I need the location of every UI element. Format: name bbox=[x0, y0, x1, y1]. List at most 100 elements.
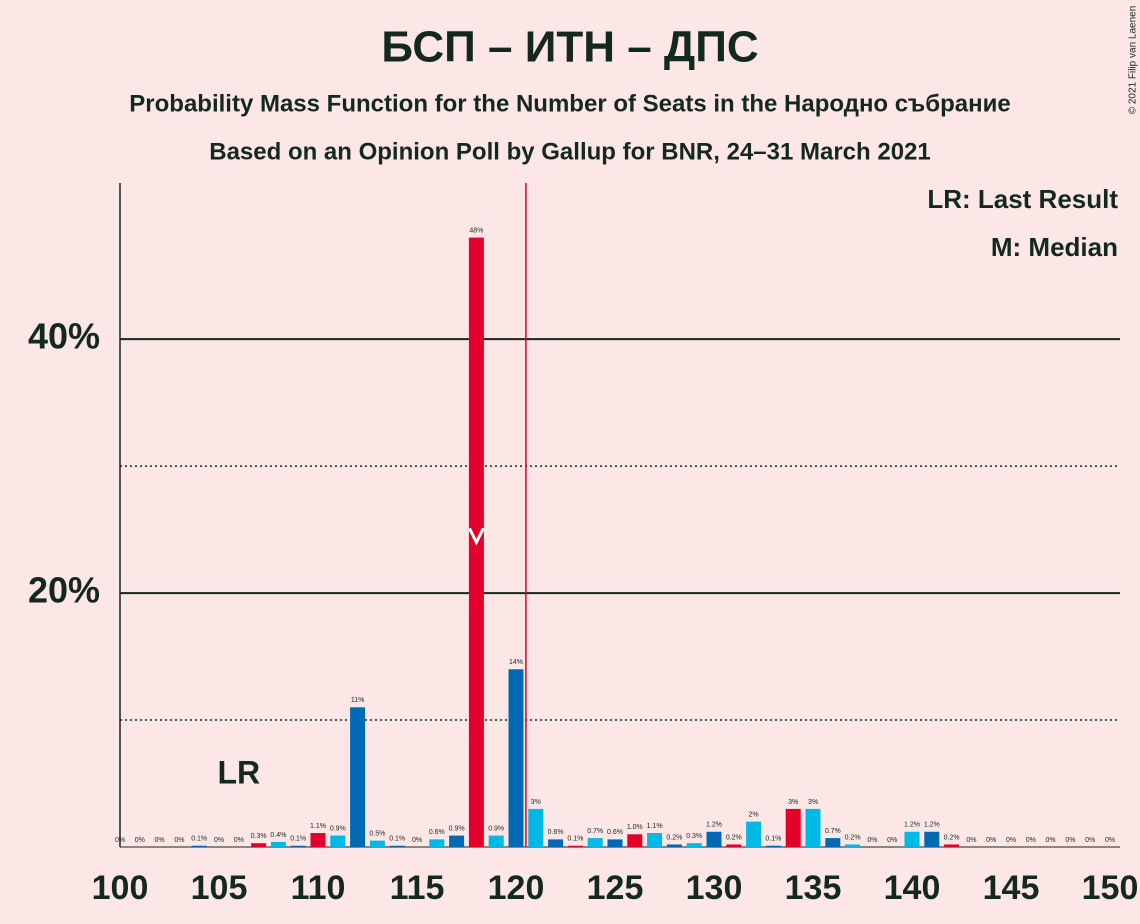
value-label: 0% bbox=[135, 837, 145, 844]
y-tick-label: 20% bbox=[28, 570, 100, 611]
value-label: 0.1% bbox=[191, 836, 207, 843]
bar bbox=[726, 844, 742, 847]
value-label: 1.2% bbox=[924, 822, 940, 829]
value-label: 0% bbox=[214, 837, 224, 844]
value-label: 0.1% bbox=[765, 836, 781, 843]
value-label: 0.4% bbox=[270, 832, 286, 839]
value-label: 0% bbox=[412, 837, 422, 844]
bar bbox=[330, 835, 346, 847]
value-label: 1.2% bbox=[706, 822, 722, 829]
value-label: 0.9% bbox=[330, 825, 346, 832]
bar bbox=[270, 841, 286, 847]
value-label: 0% bbox=[887, 837, 897, 844]
value-label: 0.1% bbox=[290, 836, 306, 843]
value-label: 0.3% bbox=[251, 833, 267, 840]
value-label: 0% bbox=[1085, 837, 1095, 844]
bar bbox=[191, 845, 207, 847]
value-label: 3% bbox=[788, 799, 798, 806]
value-label: 48% bbox=[469, 227, 483, 234]
bar bbox=[825, 838, 841, 847]
bar bbox=[587, 838, 603, 847]
value-label: 0.2% bbox=[845, 834, 861, 841]
value-label: 0% bbox=[174, 837, 184, 844]
bar bbox=[528, 808, 544, 847]
value-label: 0.5% bbox=[369, 830, 385, 837]
value-label: 0% bbox=[1006, 837, 1016, 844]
value-label: 0.7% bbox=[587, 828, 603, 835]
value-label: 0.2% bbox=[666, 834, 682, 841]
bar bbox=[290, 845, 306, 847]
x-tick-label: 135 bbox=[785, 869, 842, 907]
bar bbox=[350, 707, 366, 847]
value-label: 3% bbox=[531, 799, 541, 806]
bar bbox=[389, 845, 405, 847]
value-label: 11% bbox=[351, 697, 365, 704]
x-tick-label: 115 bbox=[390, 869, 445, 907]
bar bbox=[488, 835, 504, 847]
value-label: 0.7% bbox=[825, 828, 841, 835]
x-tick-label: 105 bbox=[191, 869, 248, 907]
bar bbox=[944, 844, 960, 847]
value-label: 0.6% bbox=[607, 829, 623, 836]
x-tick-label: 130 bbox=[686, 869, 743, 907]
value-label: 0.1% bbox=[389, 836, 405, 843]
y-tick-label: 40% bbox=[28, 316, 100, 357]
value-label: 1.1% bbox=[310, 823, 326, 830]
x-tick-label: 110 bbox=[291, 869, 346, 907]
bar bbox=[785, 808, 801, 847]
value-label: 0% bbox=[234, 837, 244, 844]
bar bbox=[746, 821, 762, 847]
value-label: 14% bbox=[509, 659, 523, 666]
bar bbox=[508, 669, 524, 847]
value-label: 3% bbox=[808, 799, 818, 806]
value-label: 0% bbox=[1105, 837, 1115, 844]
value-label: 0.9% bbox=[449, 825, 465, 832]
bar bbox=[607, 839, 623, 847]
value-label: 0% bbox=[1065, 837, 1075, 844]
value-label: 0% bbox=[867, 837, 877, 844]
last-result-label: LR bbox=[217, 754, 260, 790]
bar bbox=[805, 808, 821, 847]
value-label: 1.2% bbox=[904, 822, 920, 829]
bar bbox=[765, 845, 781, 847]
chart-subtitle: Probability Mass Function for the Number… bbox=[129, 90, 1010, 117]
x-tick-label: 120 bbox=[488, 869, 545, 907]
chart-title: БСП – ИТН – ДПС bbox=[381, 23, 758, 72]
bar bbox=[845, 844, 861, 847]
median-marker bbox=[468, 527, 485, 546]
value-label: 0% bbox=[155, 837, 165, 844]
value-label: 0% bbox=[1046, 837, 1056, 844]
bar bbox=[904, 831, 920, 847]
value-label: 0.6% bbox=[429, 829, 445, 836]
value-label: 0% bbox=[986, 837, 996, 844]
value-label: 2% bbox=[749, 811, 759, 818]
chart-subtitle: Based on an Opinion Poll by Gallup for B… bbox=[209, 138, 931, 165]
x-tick-label: 140 bbox=[884, 869, 941, 907]
x-tick-label: 145 bbox=[983, 869, 1040, 907]
bar bbox=[706, 831, 722, 847]
bar bbox=[627, 834, 643, 847]
bar bbox=[251, 843, 267, 847]
bar bbox=[449, 835, 465, 847]
bar bbox=[548, 839, 564, 847]
value-label: 0.2% bbox=[726, 834, 742, 841]
value-label: 0.3% bbox=[686, 833, 702, 840]
value-label: 0.9% bbox=[488, 825, 504, 832]
legend-entry: M: Median bbox=[991, 232, 1118, 262]
bar bbox=[429, 839, 445, 847]
bar bbox=[924, 831, 940, 847]
bar bbox=[310, 833, 326, 847]
bar bbox=[686, 843, 702, 847]
value-label: 1.0% bbox=[627, 824, 643, 831]
value-label: 0% bbox=[1026, 837, 1036, 844]
value-label: 0.2% bbox=[944, 834, 960, 841]
bar bbox=[567, 845, 583, 847]
bar bbox=[647, 833, 663, 847]
legend-entry: LR: Last Result bbox=[927, 184, 1118, 214]
x-tick-label: 125 bbox=[587, 869, 644, 907]
value-label: 0% bbox=[115, 837, 125, 844]
value-label: 0.1% bbox=[567, 836, 583, 843]
value-label: 0% bbox=[966, 837, 976, 844]
